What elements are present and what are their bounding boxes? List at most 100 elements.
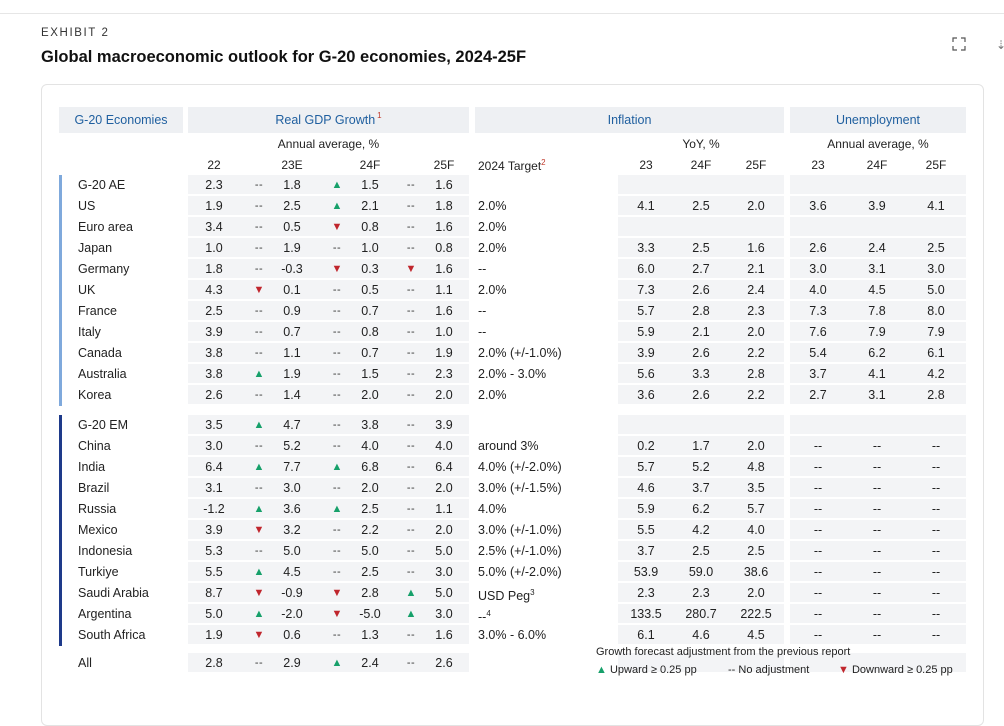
economy-name: Saudi Arabia [78,585,149,600]
gdp-value: 1.6 [435,303,453,318]
adjustment-flat-icon: -- [254,325,264,338]
unemployment-value: -- [813,627,823,642]
adjustment-up-icon: ▲ [253,460,265,473]
unemployment-value: -- [931,564,941,579]
gdp-value: 4.0 [361,438,379,453]
adjustment-flat-icon: -- [406,199,416,212]
economy-name: South Africa [78,627,146,642]
row-stripe [618,300,784,320]
legend-down: ▼ Downward ≥ 0.25 pp [838,664,953,676]
inflation-value: 4.5 [747,627,765,642]
adjustment-flat-icon: -- [332,325,342,338]
unemployment-value: 6.2 [868,345,886,360]
row-stripe [188,321,469,341]
gdp-value: 2.4 [361,656,379,670]
expand-icon[interactable] [952,37,966,51]
adjustment-down-icon: ▼ [253,586,265,599]
row-stripe [618,653,784,672]
unemployment-value: -- [813,564,823,579]
gdp-value: 0.3 [361,261,379,276]
row-stripe [618,519,784,539]
inflation-value: 4.6 [692,627,710,642]
gdp-value: 2.6 [205,387,223,402]
adjustment-flat-icon: -- [406,367,416,380]
gdp-value: 2.5 [361,564,379,579]
inflation-value: 3.7 [692,480,710,495]
gdp-value: 0.5 [283,219,301,234]
unemployment-value: 4.2 [927,366,945,381]
inflation-value: 6.1 [637,627,655,642]
gdp-value: 2.3 [435,366,453,381]
gdp-value: 0.8 [361,219,379,234]
inflation-target: -- [478,324,487,339]
gdp-value: 2.0 [361,480,379,495]
unemployment-value: 5.0 [927,282,945,297]
gdp-value: 3.9 [205,324,223,339]
inflation-target: -- [478,261,487,276]
adjustment-flat-icon: -- [254,304,264,317]
gdp-value: 5.5 [205,564,223,579]
inflation-value: 2.3 [637,585,655,600]
gdp-value: 0.5 [361,282,379,297]
unemployment-value: 3.6 [809,198,827,213]
adjustment-down-icon: ▼ [331,220,343,233]
group-bar [59,321,62,343]
row-stripe [790,582,966,602]
gdp-value: 2.0 [435,522,453,537]
unemployment-value: 3.0 [809,261,827,276]
group-bar [59,237,62,259]
row-stripe [790,237,966,257]
row-stripe [618,237,784,257]
gdp-value: 2.1 [361,198,379,213]
inflation-value: 280.7 [685,606,717,621]
gdp-value: 1.3 [361,627,379,642]
gdp-value: 1.6 [435,627,453,642]
gdp-value: 0.7 [283,324,301,339]
inflation-value: 2.0 [747,438,765,453]
adjustment-up-icon: ▲ [331,502,343,515]
economy-name: UK [78,282,96,297]
header-gdp: Real GDP Growth 1 [188,107,469,133]
inflation-target: 5.0% (+/-2.0%) [478,564,562,579]
economy-name: Italy [78,324,101,339]
inflation-target: 2.0% (+/-1.0%) [478,345,562,360]
adjustment-flat-icon: -- [406,523,416,536]
group-bar [59,195,62,217]
unemployment-value: 4.5 [868,282,886,297]
unemployment-unit: Annual average, % [827,137,929,151]
row-stripe [618,279,784,299]
economy-name: France [78,303,117,318]
adjustment-flat-icon: -- [406,439,416,452]
unemployment-value: 6.1 [927,345,945,360]
unemployment-value: 7.9 [927,324,945,339]
row-stripe [790,384,966,404]
unemployment-value: 4.0 [809,282,827,297]
row-stripe [790,653,966,672]
row-stripe [618,321,784,341]
row-stripe [188,216,469,236]
header-inflation: Inflation [475,107,784,133]
legend-flat: -- No adjustment [728,664,810,676]
group-bar [59,624,62,646]
inflation-value: 133.5 [630,606,662,621]
row-stripe [618,342,784,362]
inflation-target: 2.0% [478,219,507,234]
gdp-value: 6.8 [361,459,379,474]
gdp-value: 5.3 [205,543,223,558]
gdp-col-header: 22 [207,158,221,172]
download-icon[interactable]: ⇣ [996,38,1004,52]
adjustment-flat-icon: -- [332,241,342,254]
gdp-value: 2.2 [361,522,379,537]
adjustment-flat-icon: -- [332,346,342,359]
row-stripe [188,624,469,644]
row-stripe [790,175,966,194]
gdp-value: 1.9 [435,345,453,360]
adjustment-flat-icon: -- [332,367,342,380]
adjustment-down-icon: ▼ [331,607,343,620]
economy-name: Australia [78,366,127,381]
adjustment-flat-icon: -- [254,388,264,401]
row-stripe [618,582,784,602]
row-stripe [188,342,469,362]
gdp-value: 1.5 [361,178,379,192]
adjustment-up-icon: ▲ [331,657,343,669]
